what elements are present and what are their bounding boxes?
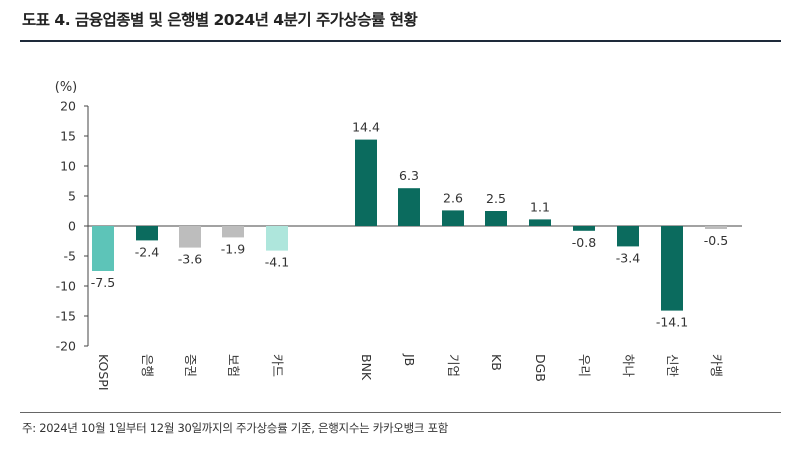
y-tick-label: 5 bbox=[68, 189, 76, 204]
bar bbox=[222, 226, 244, 238]
bar bbox=[661, 226, 683, 311]
data-label: 2.5 bbox=[486, 191, 506, 206]
category-label: 신한 bbox=[665, 354, 680, 378]
data-label: -1.9 bbox=[221, 241, 245, 256]
data-label: 6.3 bbox=[399, 168, 419, 183]
y-tick-label: 0 bbox=[68, 219, 76, 234]
bar bbox=[705, 226, 727, 229]
y-tick-label: 20 bbox=[60, 99, 76, 114]
data-label: -0.8 bbox=[572, 235, 596, 250]
data-label: 1.1 bbox=[530, 199, 550, 214]
data-label: -14.1 bbox=[656, 315, 688, 330]
bar bbox=[442, 210, 464, 226]
y-axis-unit-label: (%) bbox=[55, 80, 78, 95]
bar bbox=[355, 139, 377, 226]
data-label: 2.6 bbox=[443, 190, 463, 205]
y-tick-label: -5 bbox=[64, 249, 76, 264]
y-tick-label: 15 bbox=[60, 129, 76, 144]
data-label: -0.5 bbox=[704, 233, 728, 248]
bar bbox=[92, 226, 114, 271]
category-label: 카뱅 bbox=[709, 354, 724, 377]
category-label: 카드 bbox=[270, 354, 285, 377]
category-label: BNK bbox=[359, 354, 374, 381]
y-tick-label: -15 bbox=[56, 309, 76, 324]
bar bbox=[573, 226, 595, 231]
category-label: 은행 bbox=[140, 354, 155, 377]
category-label: KOSPI bbox=[96, 354, 111, 391]
category-label: 하나 bbox=[621, 354, 636, 378]
bar bbox=[136, 226, 158, 241]
y-tick-label: 10 bbox=[60, 159, 76, 174]
bar-chart: (%) 20 15 10 5 0 -5 -10 -15 -20 -7.5 KOSPI -2.4 은행 -3.… bbox=[55, 80, 742, 391]
footnote-rule bbox=[20, 412, 781, 413]
category-label: DGB bbox=[533, 354, 548, 382]
bar bbox=[398, 188, 420, 226]
data-label: -2.4 bbox=[135, 244, 159, 259]
category-label: 기업 bbox=[446, 354, 461, 377]
category-label: 증권 bbox=[183, 354, 198, 377]
y-tick-label: -20 bbox=[56, 339, 76, 354]
title-rule bbox=[20, 40, 781, 42]
category-label: 우리 bbox=[577, 354, 592, 377]
data-label: 14.4 bbox=[352, 120, 380, 135]
bar bbox=[179, 226, 201, 248]
bar bbox=[266, 226, 288, 251]
category-label: 보험 bbox=[226, 354, 241, 377]
bar bbox=[529, 219, 551, 226]
category-label: KB bbox=[489, 354, 504, 371]
chart-title: 도표 4. 금융업종별 및 은행별 2024년 4분기 주가상승률 현황 bbox=[22, 11, 418, 29]
data-label: -3.4 bbox=[616, 250, 640, 265]
footnote: 주: 2024년 10월 1일부터 12월 30일까지의 주가상승률 기준, 은… bbox=[22, 421, 449, 435]
bar bbox=[617, 226, 639, 247]
category-label: JB bbox=[402, 353, 417, 366]
data-label: -4.1 bbox=[265, 255, 289, 270]
y-tick-label: -10 bbox=[56, 279, 76, 294]
data-label: -7.5 bbox=[91, 275, 115, 290]
bar bbox=[485, 211, 507, 226]
data-label: -3.6 bbox=[178, 252, 202, 267]
